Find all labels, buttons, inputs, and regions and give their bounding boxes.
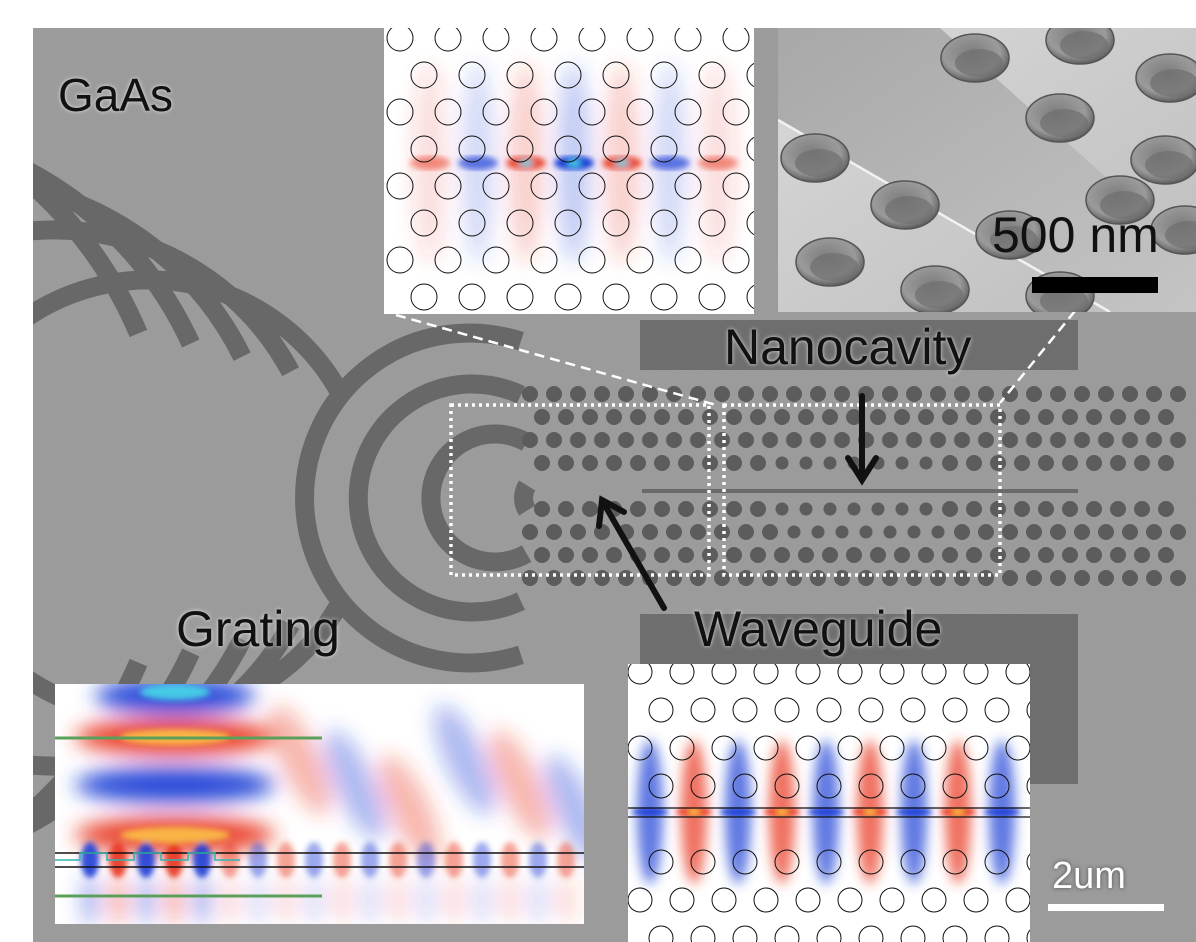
nanocavity-arrow — [845, 393, 879, 486]
nanocavity-region-box — [722, 403, 1002, 577]
waveguide-label: Waveguide — [694, 601, 943, 657]
scale-label-500nm: 500 nm — [992, 207, 1159, 263]
waveguide-arrow — [596, 495, 667, 611]
electrode-pad-top — [640, 320, 1078, 370]
grating-label: Grating — [176, 601, 340, 657]
scale-bar-2um — [1048, 904, 1164, 911]
grating-field-inset — [55, 684, 584, 924]
electrode-pad-right-lower — [1028, 664, 1078, 784]
scale-bar-500nm — [1032, 277, 1158, 293]
waveguide-field-inset — [628, 664, 1030, 942]
electrode-pad-bottom — [640, 614, 1078, 664]
grating-coupler — [295, 323, 536, 673]
leader-line-right — [999, 310, 1076, 404]
waveguide-region-box — [449, 403, 711, 577]
photonic-crystal — [522, 386, 1186, 586]
tilted-sem-inset — [778, 28, 1196, 312]
nanocavity-label: Nanocavity — [724, 319, 972, 375]
scale-label-2um: 2um — [1052, 855, 1126, 897]
leader-line-left — [395, 313, 717, 407]
material-label: GaAs — [58, 69, 174, 121]
nanocavity-field-inset — [384, 28, 754, 314]
